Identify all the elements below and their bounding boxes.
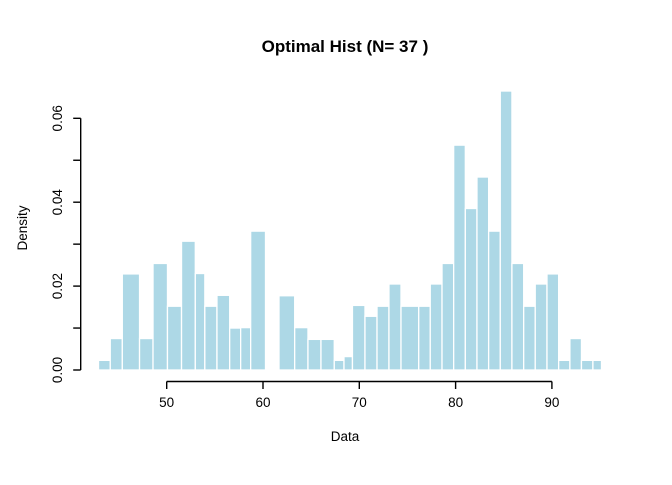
histogram-bar	[229, 327, 242, 371]
histogram-bar	[166, 305, 183, 371]
x-tick-label: 70	[352, 395, 367, 410]
histogram-bar	[441, 262, 455, 371]
x-tick-label: 60	[255, 395, 270, 410]
histogram-bar	[557, 359, 571, 371]
histogram-bar	[429, 283, 443, 371]
chart-title: Optimal Hist (N= 37 )	[262, 37, 429, 56]
histogram-bar	[294, 326, 309, 371]
axes-layer: 50 60 70 80 90 0.00 0.02 0.04 0.06	[50, 105, 559, 410]
histogram-bar	[569, 337, 583, 371]
histogram-bar	[453, 144, 466, 371]
histogram-bar	[121, 273, 141, 371]
y-tick-label: 0.00	[50, 357, 65, 383]
histogram-bar	[343, 355, 354, 371]
histogram-bar	[418, 305, 431, 371]
histogram-bar	[216, 294, 231, 371]
histogram-bar	[97, 359, 111, 371]
histogram-bar	[523, 305, 536, 371]
y-tick-label: 0.04	[50, 189, 65, 216]
histogram-bar	[580, 359, 594, 371]
x-axis-label: Data	[331, 429, 360, 444]
histogram-bar	[364, 315, 378, 371]
histogram-bar	[534, 283, 548, 371]
histogram-bar	[400, 305, 420, 371]
x-tick-label: 50	[159, 395, 174, 410]
histogram-bar	[376, 305, 390, 371]
histogram-bar	[240, 326, 252, 371]
histogram-bar	[499, 90, 513, 371]
histogram-bar	[464, 207, 478, 371]
histogram-bar	[320, 338, 335, 371]
histogram-bar	[278, 295, 296, 371]
histogram-bar	[546, 273, 560, 371]
histogram-bar	[194, 272, 206, 371]
bars-layer	[97, 90, 603, 371]
histogram-bar	[592, 359, 603, 371]
x-tick-label: 90	[544, 395, 559, 410]
y-tick-label: 0.06	[50, 105, 65, 131]
histogram-bar	[351, 304, 366, 371]
y-tick-label: 0.02	[50, 273, 65, 299]
histogram-bar	[109, 337, 123, 371]
histogram-bar	[487, 230, 501, 371]
histogram-bar	[250, 230, 267, 371]
histogram-bar	[138, 337, 154, 371]
histogram-bar	[307, 338, 322, 371]
histogram-bar	[180, 240, 196, 371]
histogram-bar	[333, 359, 345, 371]
x-tick-label: 80	[448, 395, 463, 410]
histogram-bar	[476, 176, 490, 371]
y-axis-label: Density	[15, 205, 30, 250]
histogram-bar	[511, 262, 525, 371]
histogram-bar	[204, 305, 218, 371]
histogram-bar	[388, 283, 402, 371]
histogram-bar	[152, 262, 169, 371]
